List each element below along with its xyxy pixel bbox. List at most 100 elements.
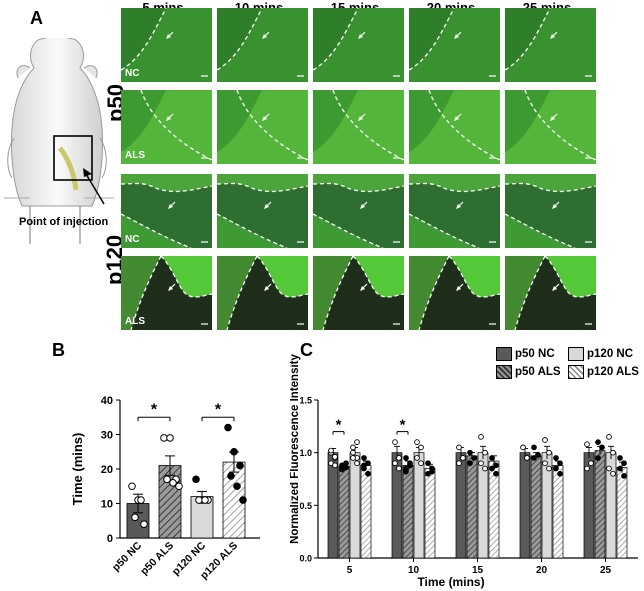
data-point (414, 439, 420, 445)
microscopy-tile (505, 256, 596, 330)
data-point (233, 482, 241, 491)
data-point (403, 455, 409, 461)
data-point (407, 462, 413, 469)
microscopy-image (505, 8, 596, 82)
data-point (418, 444, 424, 451)
boundary-line (505, 213, 576, 248)
boundary-line (505, 182, 596, 193)
data-point (542, 437, 548, 443)
microscopy-image (121, 256, 212, 330)
data-point (471, 455, 477, 461)
data-point (542, 460, 548, 467)
legend-label: p50 NC (515, 348, 555, 360)
legend-item: p120 NC (568, 347, 633, 361)
legend-label: p120 NC (587, 348, 634, 360)
tissue-region (217, 90, 308, 164)
microscopy-tile (217, 174, 308, 248)
arrow-marker (550, 34, 555, 39)
data-point (557, 460, 563, 467)
data-point (403, 468, 409, 475)
microscopy-image (313, 8, 404, 82)
arrow-marker (360, 286, 365, 291)
tissue-region (409, 214, 479, 248)
bar (594, 450, 606, 559)
x-tick-label: 10 (408, 565, 420, 576)
boundary-line (428, 90, 500, 161)
boundary-line (448, 256, 500, 298)
condition-label: NC (125, 68, 140, 79)
x-tick-label: 15 (472, 565, 484, 576)
arrow-marker (168, 204, 173, 209)
bar (466, 455, 478, 559)
boundary-line (236, 90, 308, 161)
data-point (621, 460, 627, 467)
data-point (482, 465, 488, 472)
arrow-marker (456, 204, 461, 209)
data-point (392, 439, 398, 445)
data-point (456, 460, 462, 467)
microscopy-tile: ALS (121, 90, 212, 164)
y-tick-label: 20 (101, 464, 113, 476)
arrow-marker (262, 34, 267, 39)
boundary-line (130, 256, 162, 330)
boundary-line (418, 256, 450, 330)
bar (413, 452, 425, 559)
boundary-line (524, 90, 596, 161)
arrow-marker (358, 34, 363, 39)
bar (530, 455, 542, 559)
boundary-line (121, 182, 212, 193)
significance-star: * (215, 401, 222, 418)
arrow-marker (166, 116, 171, 121)
legend-label: p50 ALS (515, 366, 561, 378)
microscopy-tile (217, 256, 308, 330)
microscopy-image (505, 256, 596, 330)
bar (519, 452, 531, 559)
data-point (361, 462, 367, 469)
bar (349, 452, 361, 559)
data-point (606, 434, 612, 440)
data-point (524, 455, 530, 461)
data-point (482, 449, 488, 456)
microscopy-image (409, 90, 500, 164)
x-tick-label: p50 ALS (138, 540, 176, 578)
tissue-region (217, 214, 287, 248)
microscopy-image (217, 174, 308, 248)
microscopy-tile (313, 8, 404, 82)
microscopy-image (121, 174, 212, 248)
injection-arrow (83, 168, 105, 205)
arrow-marker (552, 286, 557, 291)
panel-label-c: C (300, 340, 313, 360)
data-point (140, 520, 148, 528)
tissue-region (313, 256, 353, 330)
data-point (489, 465, 495, 472)
microscopy-image (505, 174, 596, 248)
data-point (617, 465, 623, 472)
y-tick-label: 1.0 (299, 448, 312, 458)
microscopy-tile: NC (121, 8, 212, 82)
significance-star: * (151, 401, 158, 418)
tissue-region (121, 174, 212, 192)
data-point (332, 454, 338, 460)
tissue-region (313, 90, 404, 164)
tissue-region (505, 256, 596, 298)
data-point (456, 444, 462, 451)
tissue-region (121, 256, 212, 298)
data-point (584, 465, 590, 472)
data-point (137, 496, 145, 504)
tissue-region (409, 90, 500, 164)
arrow-marker (456, 286, 461, 291)
data-point (467, 449, 473, 456)
microscopy-tile: ALS (121, 256, 212, 330)
data-point (595, 455, 601, 461)
arrow-marker (264, 286, 269, 291)
legend-item: p50 ALS (496, 365, 561, 379)
data-point (414, 455, 420, 461)
bar (402, 464, 414, 559)
y-tick-label: 40 (101, 395, 113, 407)
tissue-region (313, 174, 404, 192)
tissue-region (505, 174, 596, 192)
data-point (131, 513, 139, 522)
data-point (553, 465, 559, 472)
data-point (175, 482, 183, 491)
